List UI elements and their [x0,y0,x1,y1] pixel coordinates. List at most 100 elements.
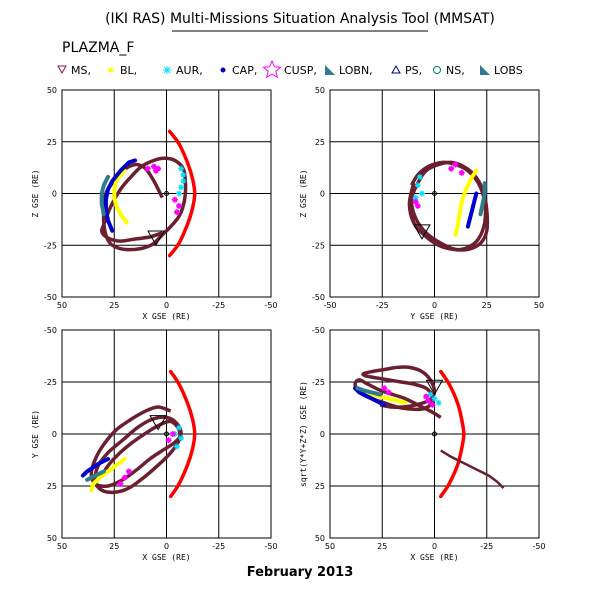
region-segment-cap [103,158,138,233]
x-tick-label: 50 [325,542,335,551]
y-tick-label: -25 [44,378,57,387]
legend-label: CUSP, [284,64,317,77]
legend-label: PS, [405,64,422,77]
legend-marker [220,67,226,73]
aur-marker [427,391,434,398]
y-tick-label: 50 [315,86,325,95]
legend-marker [325,65,335,75]
plot-frame [329,89,540,298]
plot-frame [61,329,272,539]
cusp-marker [117,480,124,487]
bow-shock-curve [439,369,466,499]
y-axis-label: Y GSE (RE) [31,410,40,458]
earth-marker [164,431,169,437]
x-tick-label: -25 [376,301,389,310]
plot-panel-2: -50 -25 0 25 50 50 25 0 -25 -50 Y GSE (RE) Z GSE (R… [299,86,544,321]
y-tick-label: 25 [315,482,325,491]
x-tick-label: -50 [264,542,277,551]
spacecraft-marker [413,224,431,240]
x-tick-label: 25 [109,542,119,551]
cusp-marker [125,468,132,475]
bow-shock-curve [168,369,197,499]
legend-label: MS, [71,64,91,77]
legend-label: CAP, [232,64,257,77]
legend-label: LOBN, [339,64,373,77]
plot-panel-4: 50 25 0 -25 -50 -50 -25 0 25 50 X GSE (RE) sqrt(Y*Y… [299,326,546,562]
y-tick-label: -50 [44,326,57,335]
region-segment-bl [89,457,127,493]
y-tick-label: 0 [52,430,57,439]
y-tick-label: 25 [47,482,57,491]
x-axis-label: Y GSE (RE) [410,312,458,321]
y-tick-label: 50 [315,534,325,543]
y-tick-label: 50 [47,86,57,95]
cusp-marker [414,202,421,209]
x-tick-label: 50 [57,301,67,310]
aur-marker [412,194,419,201]
cusp-marker [165,437,172,444]
x-tick-label: 0 [432,542,437,551]
cusp-marker [385,389,392,396]
region-segment-lobn [99,174,110,217]
region-legend: MS, BL, AUR, CAP, CUSP, LOBN, PS, NS, LOBS [57,59,523,79]
plot-panels: 50 25 0 -25 -50 50 25 0 -25 -50 X GSE (RE) Z GSE (R… [31,86,546,562]
cusp-marker [173,209,180,216]
aur-marker [173,443,180,450]
legend-marker [433,66,441,74]
x-tick-label: 0 [432,301,437,310]
legend-marker [391,64,401,74]
x-tick-label: 50 [57,542,67,551]
y-axis-label: Z GSE (RE) [299,169,308,217]
cusp-marker [155,165,162,172]
data-layer [353,365,505,499]
cusp-marker [425,397,432,404]
x-tick-label: -50 [532,542,545,551]
aur-marker [416,173,423,180]
cusp-marker [458,169,465,176]
x-axis-label: X GSE (RE) [142,312,190,321]
y-tick-label: 25 [315,138,325,147]
x-tick-label: 0 [164,542,169,551]
cusp-marker [169,431,176,437]
plot-panel-3: 50 25 0 -25 -50 -50 -25 0 25 50 X GSE (RE) Y GSE (R… [31,326,278,562]
legend-item: AUR, [163,64,203,77]
x-tick-label: 25 [482,301,492,310]
region-segment-lobn [478,181,487,217]
y-tick-label: 0 [320,430,325,439]
legend-label: BL, [120,64,137,77]
region-segment-lobn [355,386,383,397]
region-segment-cap [465,191,479,229]
legend-item: PS, [391,64,422,77]
x-tick-label: -50 [264,301,277,310]
legend-marker [57,65,67,75]
legend-marker [108,67,114,73]
legend-item: LOBN, [325,64,373,77]
y-axis-label: Z GSE (RE) [31,169,40,217]
cusp-marker [121,474,128,481]
y-tick-label: 0 [52,190,57,199]
orbit-track [353,365,442,419]
legend-item: CAP, [220,64,257,77]
x-tick-label: 50 [534,301,544,310]
bow-shock-curve [167,129,197,258]
cusp-marker [381,385,388,392]
y-tick-label: 0 [320,190,325,199]
cusp-marker [423,393,430,400]
plot-frame [61,89,272,298]
data-layer [99,129,197,258]
earth-marker [432,191,437,196]
cusp-marker [448,165,455,172]
aur-marker [418,190,425,197]
spacecraft-marker [147,230,165,247]
region-segment-cap [353,386,387,407]
aur-marker [180,171,187,178]
legend-marker [163,66,171,74]
aur-marker [178,165,185,172]
region-segment-lobn [85,469,106,482]
y-tick-label: -25 [312,241,325,250]
y-tick-label: -50 [312,293,325,302]
x-tick-label: -25 [212,542,225,551]
x-tick-label: -50 [323,301,336,310]
aur-marker [180,178,187,185]
